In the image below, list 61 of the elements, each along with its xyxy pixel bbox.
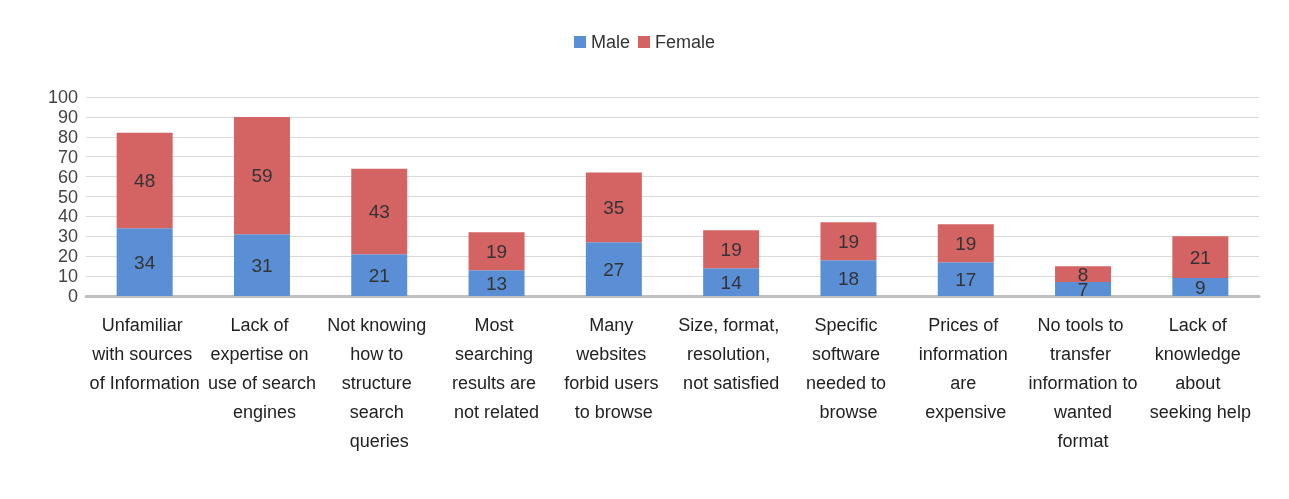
data-label: 43 [368, 200, 390, 222]
bar [233, 116, 290, 235]
legend-label: Male [590, 32, 630, 52]
y-tick-label: 100 [47, 87, 78, 107]
y-tick-label: 90 [57, 106, 78, 127]
bar [1055, 282, 1112, 296]
bar [116, 132, 173, 229]
x-tick-label: Unfamiliar with sources of Information [89, 314, 200, 393]
y-tick-label: 30 [57, 226, 78, 247]
bar [937, 224, 994, 263]
bar [703, 230, 760, 269]
y-tick-label: 80 [57, 126, 78, 147]
x-tick-label: Many websites forbid users to browse [564, 314, 664, 422]
x-tick-label: Prices of information are expensive [918, 314, 1013, 422]
data-label: 35 [603, 196, 625, 218]
data-label: 31 [251, 254, 273, 276]
bar [703, 268, 760, 296]
y-tick-label: 20 [57, 246, 78, 267]
data-label: 27 [603, 258, 625, 280]
x-tick-label: Size, format, resolution, not satisfied [678, 314, 785, 393]
bar [1055, 266, 1112, 283]
data-label: 21 [368, 264, 390, 286]
data-label: 59 [251, 165, 273, 187]
y-tick-label: 40 [57, 206, 78, 227]
x-tick-label: Most searching results are not related [452, 314, 542, 422]
bar [1172, 236, 1229, 279]
y-tick-label: 0 [67, 286, 78, 306]
bar [468, 232, 525, 271]
data-label: 48 [134, 170, 156, 192]
y-tick-label: 50 [57, 186, 78, 207]
bar [585, 242, 642, 296]
data-label: 13 [485, 272, 508, 294]
x-tick-label: Lack of expertise on use of search engines [207, 314, 316, 422]
bar [351, 168, 408, 255]
x-tick-label: Lack of knowledge about seeking help [1149, 314, 1251, 422]
x-tick-label: Not knowing how to structure search queries [327, 314, 432, 451]
data-label: 19 [837, 230, 860, 252]
data-label: 19 [955, 232, 977, 254]
bar [468, 270, 525, 296]
bar [820, 260, 877, 296]
data-label: 19 [485, 240, 508, 262]
data-label: 21 [1189, 246, 1211, 268]
bar [116, 228, 173, 296]
data-label: 19 [720, 238, 742, 260]
bar [937, 262, 994, 296]
bar [351, 254, 408, 296]
data-label: 14 [720, 271, 743, 293]
legend-label: Female [655, 32, 716, 52]
y-tick-label: 10 [57, 266, 78, 287]
data-label: 34 [134, 251, 156, 273]
y-tick-label: 70 [57, 146, 78, 167]
x-tick-label: No tools to transfer information to wanted format [1028, 314, 1138, 451]
x-tick-label: Specific software needed to browse [805, 314, 891, 422]
data-label: 17 [955, 268, 977, 290]
bar [585, 172, 642, 243]
y-tick-label: 60 [57, 166, 78, 187]
data-label: 9 [1195, 276, 1206, 298]
bar [233, 234, 290, 296]
bar [820, 222, 877, 261]
data-label: 18 [837, 267, 860, 289]
bar [1172, 278, 1229, 296]
